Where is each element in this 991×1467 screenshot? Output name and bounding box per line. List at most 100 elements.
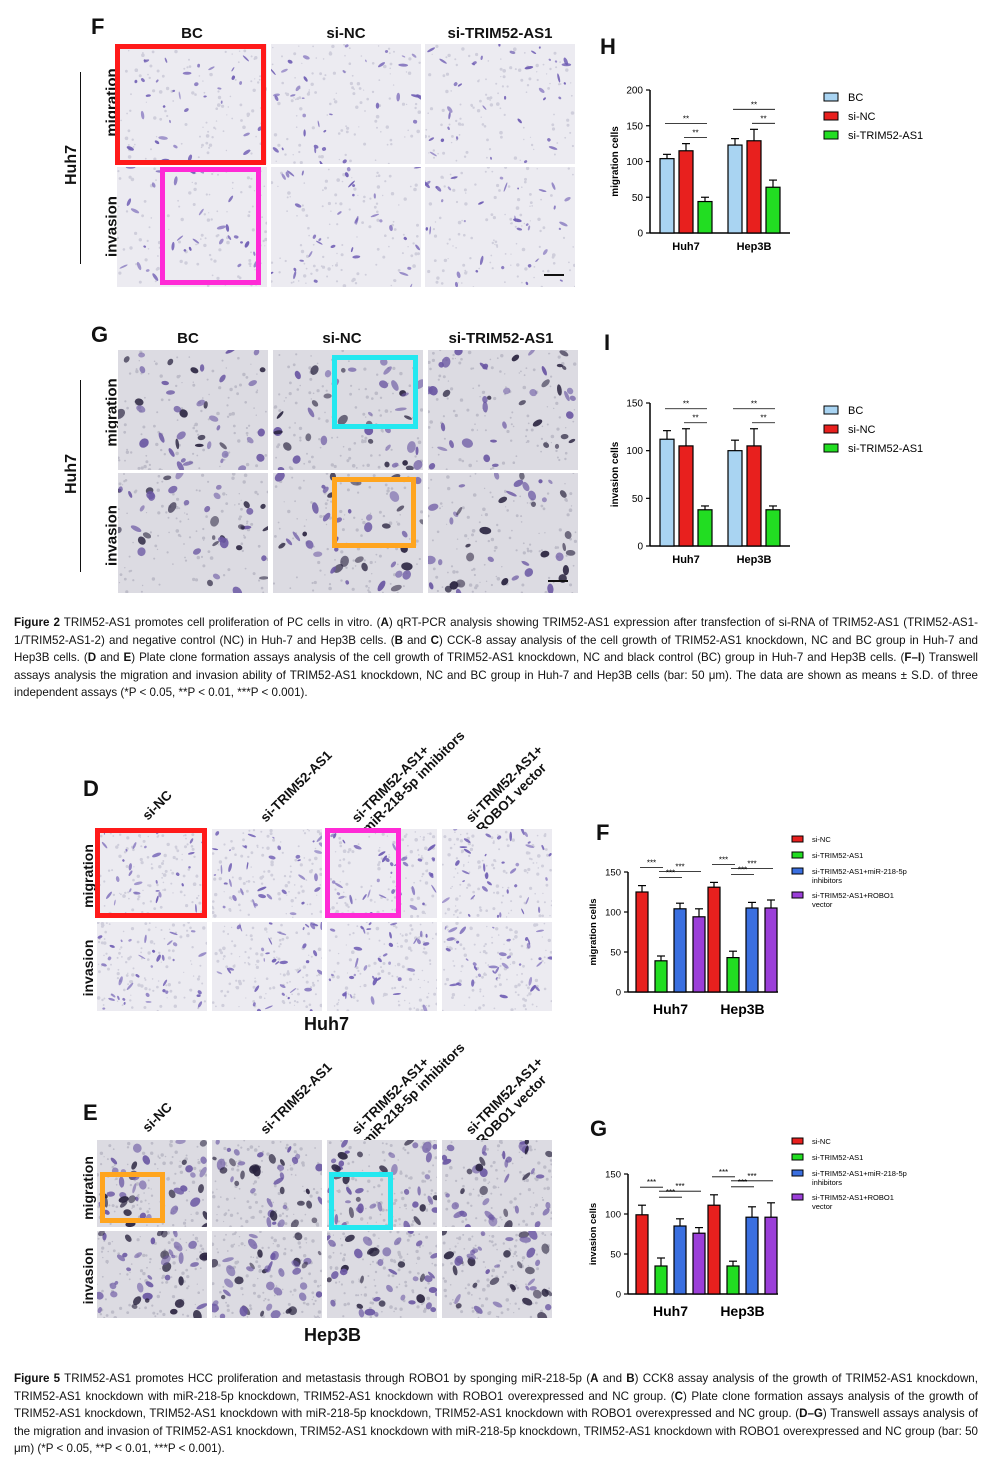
x-tick-label: Huh7 <box>653 1001 688 1017</box>
chart-h: 0 50 100 150 200 migration cells Huh7 Hep3B ** **… <box>600 75 980 265</box>
legend-swatch <box>791 1153 804 1161</box>
micrograph <box>442 829 552 918</box>
significance-label: ** <box>760 114 766 123</box>
legend-swatch <box>791 867 804 875</box>
significance-label: ** <box>683 400 689 409</box>
highlight-box-cyan <box>329 1172 393 1230</box>
col-label: si-NC <box>326 25 366 42</box>
row-label: migration <box>80 844 96 908</box>
micrograph <box>97 1231 207 1318</box>
scale-bar <box>544 274 564 276</box>
y-tick-label: 150 <box>626 399 643 410</box>
x-tick-label: Huh7 <box>653 1303 688 1319</box>
legend-label: si-TRIM52-AS1+ROBO1 <box>812 891 894 900</box>
x-tick-label: Hep3B <box>720 1001 764 1017</box>
micrograph <box>273 350 423 470</box>
bar <box>678 445 694 547</box>
col-label-line: si-TRIM52-AS1+ <box>348 1054 432 1138</box>
significance-label: ** <box>683 115 689 124</box>
row-label: invasion <box>80 1247 96 1305</box>
significance-label: *** <box>675 863 684 872</box>
bar <box>673 1225 687 1295</box>
significance-label: ** <box>751 100 757 109</box>
legend-label: inhibitors <box>812 876 842 885</box>
bar <box>707 886 721 993</box>
bar <box>765 186 781 234</box>
bar <box>692 1232 706 1295</box>
micrograph <box>212 1231 322 1318</box>
significance-label: ** <box>760 414 766 423</box>
legend-swatch <box>823 130 839 140</box>
col-label: si-NC <box>139 787 175 823</box>
highlight-box-cyan <box>332 355 418 429</box>
panel-letter-d5: D <box>83 776 99 801</box>
y-tick-label: 0 <box>616 1290 621 1301</box>
legend-swatch <box>791 1137 804 1145</box>
legend-swatch <box>791 835 804 843</box>
significance-label: *** <box>666 1188 675 1197</box>
bar <box>727 144 743 234</box>
legend-swatch <box>823 92 839 102</box>
bar <box>654 1265 668 1295</box>
y-tick-label: 100 <box>626 157 643 168</box>
micrograph <box>271 44 421 164</box>
significance-label: ** <box>692 414 698 423</box>
y-tick-label: 100 <box>626 446 643 457</box>
legend-swatch <box>791 1193 804 1201</box>
col-label: si-TRIM52-AS1+ ROBO1 vector <box>463 742 557 836</box>
legend-swatch <box>823 424 839 434</box>
bar <box>692 916 706 993</box>
panel-letter-g2: G <box>91 322 109 347</box>
micrograph <box>425 167 575 287</box>
y-axis-label: migration cells <box>610 126 621 197</box>
highlight-box-orange <box>332 477 416 548</box>
micrograph <box>442 922 552 1011</box>
col-label: si-NC <box>322 330 362 347</box>
micrograph <box>327 829 437 918</box>
bar <box>654 960 668 993</box>
micrograph <box>271 167 421 287</box>
x-tick-label: Huh7 <box>672 554 700 566</box>
legend-label: si-NC <box>848 424 876 436</box>
bar <box>727 450 743 547</box>
col-label: si-TRIM52-AS1+ ROBO1 vector <box>463 1054 557 1148</box>
bar <box>659 158 675 234</box>
y-tick-label: 150 <box>626 121 643 132</box>
significance-label: *** <box>675 1182 684 1191</box>
micrograph <box>425 44 575 164</box>
significance-label: *** <box>738 865 747 874</box>
scale-bar <box>548 580 568 582</box>
significance-label: ** <box>751 400 757 409</box>
bar <box>745 1216 759 1295</box>
legend-label: si-NC <box>812 835 831 844</box>
panel-letter-g5: G <box>590 1116 608 1141</box>
y-axis-label: invasion cells <box>610 441 621 507</box>
cell-line-label: Huh7 <box>63 145 80 185</box>
figure-2-caption: Figure 2 TRIM52-AS1 promotes cell prolif… <box>14 616 978 700</box>
micrograph <box>442 1231 552 1318</box>
y-tick-label: 150 <box>605 868 621 879</box>
significance-label: *** <box>747 859 756 868</box>
panel-letter-f2: F <box>91 14 105 39</box>
panel-letter-f5: F <box>596 820 610 845</box>
micrograph <box>273 473 423 593</box>
micrograph <box>428 473 578 593</box>
col-label-line: si-NC <box>139 787 175 823</box>
bar <box>726 956 740 993</box>
significance-label: *** <box>719 1168 728 1177</box>
legend-swatch <box>791 1169 804 1177</box>
legend-swatch <box>823 443 839 453</box>
significance-label: *** <box>647 859 656 868</box>
legend-label: si-TRIM52-AS1 <box>848 130 923 142</box>
significance-label: *** <box>719 855 728 864</box>
significance-label: ** <box>692 129 698 138</box>
micrograph <box>428 350 578 470</box>
highlight-box-orange <box>100 1172 165 1223</box>
legend-label: si-TRIM52-AS1+ROBO1 <box>812 1193 894 1202</box>
y-tick-label: 100 <box>605 1210 621 1221</box>
col-label-line: miR-218-5p inhibitors <box>359 1039 468 1148</box>
panel-letter-h: H <box>600 34 616 59</box>
bar <box>726 1265 740 1295</box>
legend-swatch <box>823 111 839 121</box>
